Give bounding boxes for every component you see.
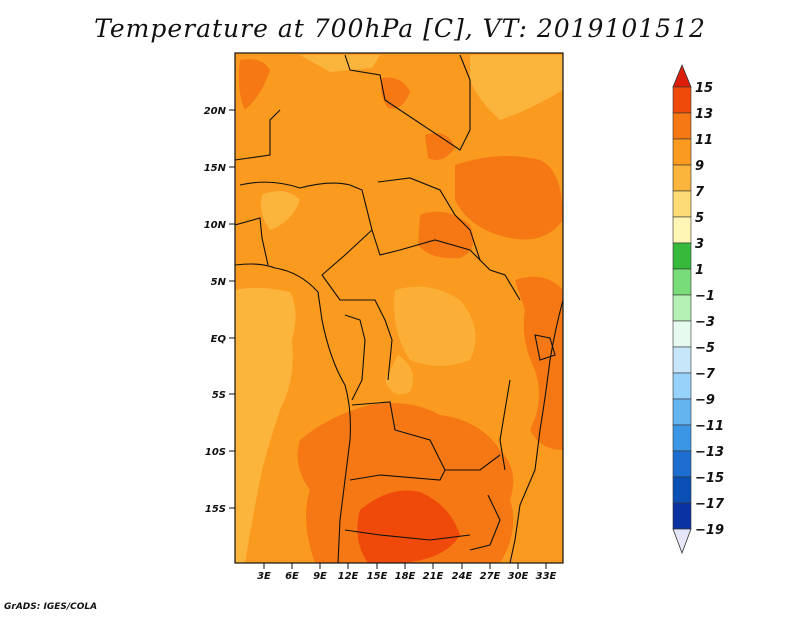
border-2 xyxy=(235,109,281,161)
colorbar-segment xyxy=(672,450,692,478)
border-3 xyxy=(239,181,373,276)
lat-label: 10S xyxy=(205,447,226,458)
map-title: Temperature at 700hPa [C], VT: 201910151… xyxy=(94,14,706,43)
colorbar-label: 1 xyxy=(695,263,704,278)
field-cool-west xyxy=(235,287,296,563)
map-frame xyxy=(234,52,564,564)
colorbar-label: −3 xyxy=(695,315,715,330)
field-warm-chad xyxy=(425,133,455,161)
border-6 xyxy=(377,177,481,261)
border-11 xyxy=(469,494,501,551)
lon-label: 30E xyxy=(508,571,529,582)
colorbar-labels: 15 13 11 9 7 5 3 1 −1 −3 −5 −7 −9 −11 −1… xyxy=(695,81,725,538)
border-1 xyxy=(344,54,471,151)
border-4 xyxy=(371,229,521,301)
field-warm-east xyxy=(455,156,563,240)
colorbar-label: 7 xyxy=(695,185,705,200)
lat-label: EQ xyxy=(211,334,227,345)
lon-label: 33E xyxy=(536,571,557,582)
lon-label: 6E xyxy=(285,571,299,582)
lat-axis: 20N 15N 10N 5N EQ 5S 10S 15S xyxy=(204,106,235,515)
colorbar-label: 15 xyxy=(695,81,713,96)
lat-label: 5N xyxy=(211,277,227,288)
lon-label: 24E xyxy=(452,571,473,582)
border-8 xyxy=(351,401,446,471)
colorbar-segment xyxy=(672,346,692,374)
lon-label: 27E xyxy=(480,571,501,582)
colorbar-segment xyxy=(672,86,692,114)
lat-label: 15N xyxy=(204,163,227,174)
colorbar-label: −17 xyxy=(695,497,725,512)
colorbar-segment xyxy=(672,138,692,166)
lon-label: 9E xyxy=(313,571,327,582)
lon-label: 12E xyxy=(338,571,359,582)
field-warm-se xyxy=(515,276,563,450)
colorbar-segment xyxy=(672,294,692,322)
colorbar-label: −7 xyxy=(695,367,716,382)
colorbar-segment xyxy=(672,424,692,452)
colorbar-label: −5 xyxy=(695,341,715,356)
colorbar-segment xyxy=(672,216,692,244)
lat-label: 10N xyxy=(204,220,227,231)
colorbar-label: −13 xyxy=(695,445,724,460)
field-cool-congo xyxy=(385,355,414,395)
border-12 xyxy=(235,217,269,266)
colorbar: 15 13 11 9 7 5 3 1 −1 −3 −5 −7 −9 −11 −1… xyxy=(672,63,725,555)
field-warm-south xyxy=(297,402,514,563)
colorbar-label: 13 xyxy=(695,107,713,122)
colorbar-segment xyxy=(672,398,692,426)
lon-axis: 3E 6E 9E 12E 15E 18E 21E 24E 27E 30E 33E xyxy=(257,563,557,582)
colorbar-label: −9 xyxy=(695,393,715,408)
border-10 xyxy=(344,529,471,541)
borders xyxy=(235,54,563,563)
lon-label: 3E xyxy=(257,571,271,582)
field-warm-north xyxy=(380,77,410,109)
lake-victoria xyxy=(534,334,556,361)
border-5 xyxy=(321,274,393,381)
colorbar-label: 9 xyxy=(695,159,704,174)
colorbar-segment xyxy=(672,242,692,270)
grads-credit: GrADS: IGES/COLA xyxy=(4,602,98,612)
colorbar-bottom-arrow xyxy=(672,528,692,555)
coastline-east xyxy=(509,299,563,563)
colorbar-segment xyxy=(672,112,692,140)
border-9 xyxy=(349,454,501,481)
lat-label: 15S xyxy=(205,504,226,515)
field-cool-center xyxy=(394,286,476,366)
colorbar-label: −1 xyxy=(695,289,715,304)
colorbar-label: −19 xyxy=(695,523,724,538)
field-cool-ne xyxy=(470,55,563,120)
lon-label: 21E xyxy=(423,571,444,582)
colorbar-label: −15 xyxy=(695,471,724,486)
lon-label: 18E xyxy=(395,571,416,582)
lat-label: 20N xyxy=(204,106,227,117)
colorbar-segment xyxy=(672,164,692,192)
field-warm-nw xyxy=(238,59,270,110)
colorbar-segment xyxy=(672,320,692,348)
colorbar-segment xyxy=(672,502,692,530)
field-cool-top xyxy=(300,55,380,72)
colorbar-segment xyxy=(672,476,692,504)
colorbar-label: −11 xyxy=(695,419,724,434)
border-7 xyxy=(344,314,366,401)
temperature-field xyxy=(235,53,563,563)
field-cool-nigeria xyxy=(261,191,300,230)
colorbar-segment xyxy=(672,268,692,296)
colorbar-segment xyxy=(672,190,692,218)
coastline-west xyxy=(235,263,351,563)
colorbar-label: 5 xyxy=(695,211,704,226)
colorbar-top-arrow xyxy=(672,63,692,88)
colorbar-segment xyxy=(672,372,692,400)
colorbar-label: 11 xyxy=(695,133,713,148)
lat-label: 5S xyxy=(212,390,226,401)
colorbar-label: 3 xyxy=(695,237,704,252)
field-hot-core xyxy=(357,490,460,563)
lake-tanganyika xyxy=(499,379,511,471)
lon-label: 15E xyxy=(367,571,388,582)
